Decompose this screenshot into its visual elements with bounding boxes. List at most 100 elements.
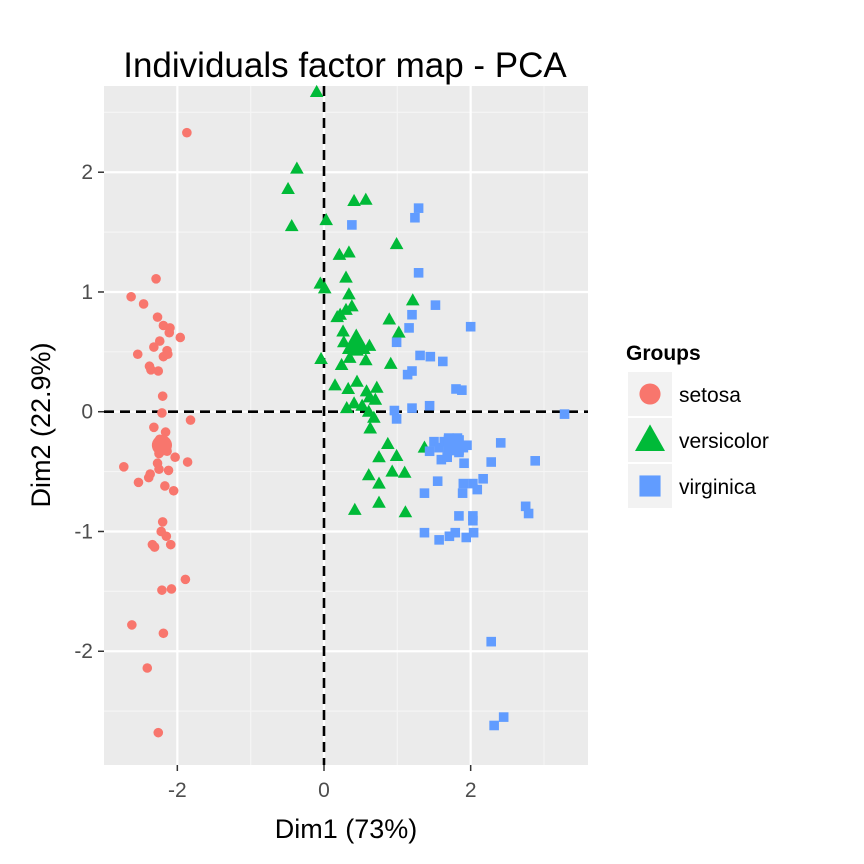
point-virginica	[468, 527, 479, 538]
point-setosa	[165, 539, 176, 550]
point-virginica	[430, 300, 441, 310]
point-virginica	[413, 203, 424, 213]
point-versicolor	[372, 476, 386, 489]
point-virginica	[457, 385, 467, 395]
point-virginica	[407, 403, 417, 413]
point-virginica	[468, 478, 478, 489]
point-versicolor	[281, 181, 295, 194]
point-setosa	[151, 274, 161, 284]
point-versicolor	[284, 218, 299, 232]
centroid-setosa	[151, 435, 173, 456]
point-versicolor	[380, 436, 395, 450]
y-tick-label: 0	[81, 401, 93, 424]
point-setosa	[138, 299, 149, 309]
point-versicolor	[314, 351, 328, 365]
point-virginica	[347, 220, 357, 230]
chart-title: Individuals factor map - PCA	[123, 46, 567, 85]
point-virginica	[498, 712, 509, 722]
point-virginica	[444, 531, 455, 542]
point-setosa	[160, 427, 171, 437]
point-virginica	[495, 438, 506, 448]
point-virginica	[434, 535, 444, 545]
point-versicolor	[363, 421, 378, 434]
y-axis-ticks: -2 -1 0 1 2	[74, 161, 104, 663]
point-versicolor	[405, 293, 420, 306]
point-versicolor	[347, 193, 361, 206]
legend-title: Groups	[626, 342, 701, 365]
point-virginica	[459, 458, 469, 469]
point-virginica	[413, 268, 424, 278]
point-versicolor	[347, 502, 362, 515]
x-axis-title: Dim1 (73%)	[275, 814, 418, 844]
point-versicolor	[330, 309, 345, 323]
point-versicolor	[389, 448, 404, 462]
point-setosa	[157, 585, 167, 595]
point-versicolor	[372, 450, 386, 463]
point-virginica	[404, 323, 414, 333]
y-tick-label: 2	[81, 161, 93, 184]
point-setosa	[182, 457, 193, 467]
point-virginica	[432, 476, 443, 486]
point-versicolor	[358, 353, 373, 366]
centroid-virginica	[443, 435, 464, 456]
point-versicolor	[342, 287, 356, 300]
point-virginica	[424, 446, 435, 457]
point-versicolor	[358, 192, 373, 205]
x-axis-ticks: -2 0 2	[168, 765, 477, 802]
point-setosa	[149, 342, 159, 352]
legend-label-versicolor: versicolor	[679, 430, 769, 453]
point-virginica	[559, 409, 570, 419]
point-versicolor	[369, 380, 384, 393]
point-virginica	[424, 400, 435, 411]
legend-label-virginica: virginica	[679, 476, 756, 499]
legend-label-setosa: setosa	[679, 384, 741, 407]
point-versicolor	[391, 325, 406, 338]
point-virginica	[450, 527, 461, 538]
point-virginica	[410, 212, 420, 223]
point-virginica	[489, 720, 499, 731]
point-setosa	[119, 462, 129, 472]
point-versicolor	[385, 464, 400, 477]
point-setosa	[149, 542, 160, 552]
point-versicolor	[336, 324, 350, 337]
point-virginica	[436, 454, 447, 465]
centroid-versicolor	[341, 328, 371, 354]
point-setosa	[143, 472, 154, 483]
point-setosa	[154, 464, 164, 475]
point-virginica	[520, 501, 531, 512]
legend-key-setosa	[639, 383, 661, 405]
point-setosa	[175, 332, 186, 343]
point-virginica	[523, 508, 534, 519]
y-axis-title: Dim2 (22.9%)	[26, 342, 56, 507]
point-virginica	[462, 440, 472, 451]
point-setosa	[168, 485, 179, 496]
point-versicolor	[309, 84, 324, 97]
point-setosa	[158, 628, 169, 639]
point-versicolor	[342, 350, 357, 363]
point-setosa	[149, 422, 159, 433]
point-setosa	[182, 127, 192, 138]
point-setosa	[126, 291, 136, 302]
point-setosa	[146, 365, 156, 375]
point-setosa	[157, 408, 167, 418]
point-versicolor	[342, 245, 356, 258]
point-versicolor	[328, 378, 342, 391]
point-virginica	[407, 309, 417, 320]
x-tick-label: -2	[168, 779, 187, 802]
point-versicolor	[339, 401, 354, 414]
point-setosa	[180, 574, 191, 585]
point-virginica	[434, 442, 444, 453]
point-versicolor	[339, 302, 353, 315]
point-versicolor	[383, 356, 398, 369]
legend: Groups setosa versicolor virginica	[626, 342, 769, 508]
y-tick-label: -2	[74, 640, 93, 663]
point-versicolor	[290, 161, 304, 174]
grid-minor	[104, 86, 588, 765]
point-setosa	[164, 327, 175, 338]
point-versicolor	[361, 468, 376, 481]
point-setosa	[163, 349, 173, 360]
point-versicolor	[350, 374, 364, 387]
point-virginica	[451, 384, 461, 394]
point-virginica	[458, 478, 469, 489]
